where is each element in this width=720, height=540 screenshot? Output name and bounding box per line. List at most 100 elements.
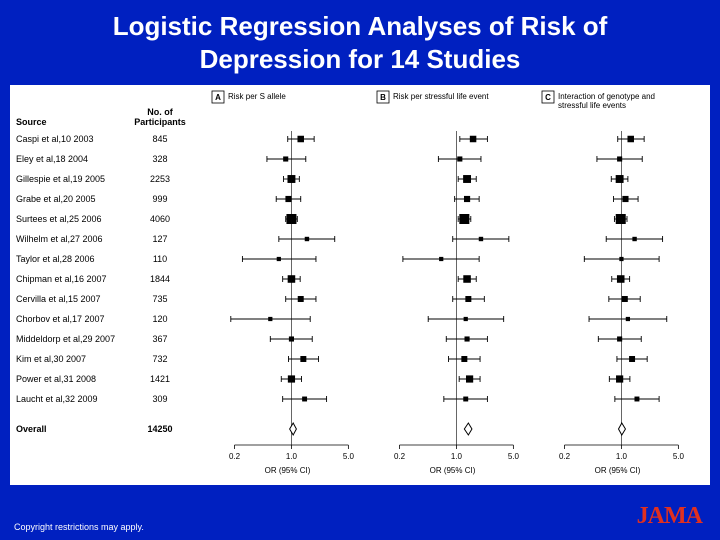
point-marker xyxy=(457,156,462,161)
overall-diamond xyxy=(618,423,625,435)
point-marker xyxy=(470,136,477,143)
study-label: Laucht et al,32 2009 xyxy=(16,394,98,404)
study-n: 4060 xyxy=(150,214,170,224)
study-label: Taylor et al,28 2006 xyxy=(16,254,95,264)
x-tick-label: 1.0 xyxy=(451,452,463,461)
point-marker xyxy=(466,375,473,382)
study-n: 1421 xyxy=(150,374,170,384)
panel-title: stressful life events xyxy=(558,101,626,110)
x-tick-label: 5.0 xyxy=(673,452,685,461)
panel-letter: A xyxy=(215,93,221,102)
point-marker xyxy=(461,356,467,362)
point-marker xyxy=(617,336,622,341)
point-marker xyxy=(463,175,471,183)
point-marker xyxy=(617,156,622,161)
overall-label: Overall xyxy=(16,424,47,434)
x-axis-label: OR (95% CI) xyxy=(430,466,476,475)
point-marker xyxy=(634,397,639,402)
x-tick-label: 0.2 xyxy=(229,452,241,461)
study-n: 127 xyxy=(152,234,167,244)
point-marker xyxy=(616,175,624,183)
col-n: No. of xyxy=(147,107,173,117)
point-marker xyxy=(632,237,636,241)
point-marker xyxy=(287,175,295,183)
point-marker xyxy=(298,296,304,302)
x-tick-label: 5.0 xyxy=(508,452,520,461)
point-marker xyxy=(465,296,471,302)
point-marker xyxy=(463,397,468,402)
point-marker xyxy=(464,196,470,202)
study-label: Middeldorp et al,29 2007 xyxy=(16,334,115,344)
study-n: 367 xyxy=(152,334,167,344)
study-n: 309 xyxy=(152,394,167,404)
panel-letter: B xyxy=(380,93,386,102)
study-label: Chorbov et al,17 2007 xyxy=(16,314,105,324)
point-marker xyxy=(286,214,296,224)
point-marker xyxy=(439,257,443,261)
point-marker xyxy=(479,237,483,241)
study-label: Chipman et al,16 2007 xyxy=(16,274,107,284)
point-marker xyxy=(617,275,625,283)
study-label: Cervilla et al,15 2007 xyxy=(16,294,101,304)
x-tick-label: 0.2 xyxy=(559,452,571,461)
point-marker xyxy=(627,136,634,143)
x-tick-label: 0.2 xyxy=(394,452,406,461)
x-axis-label: OR (95% CI) xyxy=(595,466,641,475)
overall-diamond xyxy=(290,423,297,435)
study-label: Caspi et al,10 2003 xyxy=(16,134,94,144)
point-marker xyxy=(619,257,623,261)
point-marker xyxy=(288,275,296,283)
point-marker xyxy=(622,196,628,202)
copyright-note: Copyright restrictions may apply. xyxy=(14,522,144,532)
point-marker xyxy=(622,296,628,302)
study-n: 1844 xyxy=(150,274,170,284)
point-marker xyxy=(300,356,306,362)
study-label: Gillespie et al,19 2005 xyxy=(16,174,105,184)
study-label: Surtees et al,25 2006 xyxy=(16,214,102,224)
x-tick-label: 1.0 xyxy=(286,452,298,461)
panel-title: Interaction of genotype and xyxy=(558,92,655,101)
point-marker xyxy=(616,214,626,224)
overall-diamond xyxy=(464,423,472,435)
point-marker xyxy=(465,336,470,341)
study-n: 845 xyxy=(152,134,167,144)
point-marker xyxy=(297,136,304,143)
slide-title: Logistic Regression Analyses of Risk of … xyxy=(0,0,720,81)
study-n: 732 xyxy=(152,354,167,364)
point-marker xyxy=(268,317,272,321)
study-n: 999 xyxy=(152,194,167,204)
point-marker xyxy=(277,257,281,261)
jama-logo: JAMA xyxy=(637,503,702,530)
point-marker xyxy=(285,196,291,202)
study-n: 735 xyxy=(152,294,167,304)
point-marker xyxy=(629,356,635,362)
point-marker xyxy=(463,275,471,283)
study-label: Power et al,31 2008 xyxy=(16,374,96,384)
panel-title: Risk per S allele xyxy=(228,92,286,101)
point-marker xyxy=(305,237,309,241)
point-marker xyxy=(302,397,307,402)
point-marker xyxy=(288,375,295,382)
point-marker xyxy=(289,336,294,341)
col-source: Source xyxy=(16,117,47,127)
study-label: Kim et al,30 2007 xyxy=(16,354,86,364)
forest-plot-figure: Source No. ofParticipants A Risk per S alle… xyxy=(10,85,710,485)
study-label: Eley et al,18 2004 xyxy=(16,154,88,164)
study-n: 120 xyxy=(152,314,167,324)
study-label: Wilhelm et al,27 2006 xyxy=(16,234,103,244)
panel-letter: C xyxy=(545,93,551,102)
point-marker xyxy=(464,317,468,321)
study-n: 328 xyxy=(152,154,167,164)
x-tick-label: 1.0 xyxy=(616,452,628,461)
point-marker xyxy=(616,375,623,382)
forest-plot-svg: Source No. ofParticipants A Risk per S alle… xyxy=(10,85,710,485)
x-tick-label: 5.0 xyxy=(343,452,355,461)
x-axis-label: OR (95% CI) xyxy=(265,466,311,475)
study-n: 110 xyxy=(153,254,167,264)
study-label: Grabe et al,20 2005 xyxy=(16,194,96,204)
point-marker xyxy=(626,317,630,321)
point-marker xyxy=(459,214,469,224)
overall-n: 14250 xyxy=(147,424,172,434)
point-marker xyxy=(283,156,288,161)
col-n: Participants xyxy=(134,117,186,127)
